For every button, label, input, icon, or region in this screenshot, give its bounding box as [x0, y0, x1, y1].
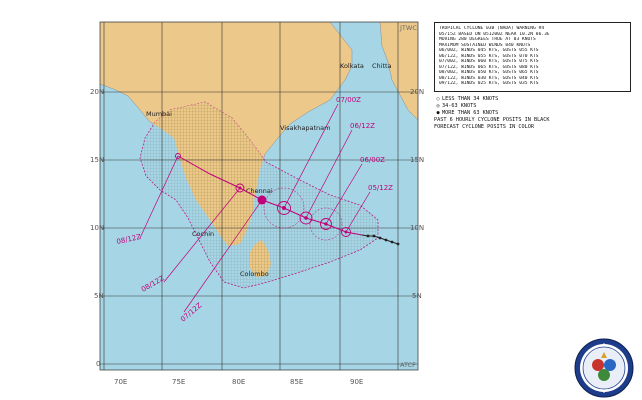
info-line: 07/00Z, WINDS 060 KTS, GUSTS 075 KTS — [439, 59, 539, 64]
forecast-posit — [341, 227, 351, 237]
lon-labels: 70E 75E 80E 85E 90E — [114, 378, 363, 386]
legend-item: ◎ 34-63 KNOTS — [434, 103, 634, 110]
dtg-label: 06/00Z — [360, 156, 385, 164]
warning-info-box: TROPICAL CYCLONE 03B (NADA) WARNING #4 0… — [434, 22, 631, 92]
lat-labels-right: 20N 15N 10N 5N — [410, 88, 424, 300]
map-frame — [99, 21, 419, 371]
lat-label: 10N — [90, 224, 104, 232]
info-line: 05/15Z BASED ON 051200Z NEAR 10.2N 86.3E — [439, 31, 550, 37]
map-grid — [100, 22, 418, 370]
forecast-posit — [175, 153, 181, 159]
jtwc-seal-logo — [574, 338, 634, 398]
place-chitta: Chitta — [372, 62, 392, 70]
lat-label: 10N — [410, 224, 424, 232]
lon-label: 70E — [114, 378, 127, 386]
seal-quadrant-icon — [604, 359, 616, 371]
place-colombo: Colombo — [240, 270, 269, 278]
place-visakhapatnam: Visakhapatnam — [280, 124, 330, 132]
dtg-label: 07/00Z — [336, 96, 361, 104]
place-mumbai: Mumbai — [146, 110, 172, 118]
lon-label: 75E — [172, 378, 185, 386]
legend-item: ● MORE THAN 63 KNOTS — [434, 110, 634, 117]
lat-label: 15N — [90, 156, 104, 164]
past-track — [361, 234, 400, 246]
info-line: 08/12Z, WINDS 030 KTS, GUSTS 040 KTS — [439, 75, 539, 81]
map-legend: ○ LESS THAN 34 KNOTS ◎ 34-63 KNOTS ● MORE T… — [434, 96, 634, 131]
legend-item: FORECAST CYCLONE POSITS IN COLOR — [434, 124, 634, 131]
dtg-label: 06/12Z — [350, 122, 375, 130]
legend-label: 34-63 KNOTS — [442, 103, 477, 109]
place-kolkata: Kolkata — [340, 62, 364, 70]
dtg-label: 05/12Z — [368, 184, 393, 192]
lat-label: 15N — [410, 156, 424, 164]
legend-label: FORECAST CYCLONE POSITS IN COLOR — [434, 124, 534, 130]
corner-bottom-label: ATCF — [400, 361, 416, 369]
info-line: 09/12Z, WINDS 025 KTS, GUSTS 035 KTS — [439, 81, 539, 86]
filled-circle-icon: ● — [436, 110, 440, 116]
land-myanmar — [379, 22, 418, 121]
lat-label: 20N — [90, 88, 104, 96]
info-line: MAXIMUM SUSTAINED WINDS 040 KNOTS — [439, 42, 531, 48]
info-line: 08/00Z, WINDS 050 KTS, GUSTS 065 KTS — [439, 70, 539, 75]
forecast-posit — [299, 211, 313, 225]
legend-label: LESS THAN 34 KNOTS — [442, 96, 499, 102]
lon-label: 80E — [232, 378, 245, 386]
lon-label: 85E — [290, 378, 303, 386]
info-line: 07/12Z, WINDS 065 KTS, GUSTS 080 KTS — [439, 64, 539, 70]
lon-label: 90E — [350, 378, 363, 386]
info-line: MOVING 280 DEGREES TRUE AT 03 KNOTS — [439, 37, 536, 42]
seal-quadrant-icon — [592, 359, 604, 371]
legend-label: MORE THAN 63 KNOTS — [442, 110, 499, 116]
forecast-posit — [235, 183, 245, 193]
dtg-leaders — [139, 103, 371, 313]
info-line: 06/00Z, WINDS 045 KTS, GUSTS 055 KTS — [439, 48, 539, 53]
lat-label: 5N — [94, 292, 104, 300]
legend-item: ○ LESS THAN 34 KNOTS — [434, 96, 634, 103]
lat-label: 5N — [412, 292, 422, 300]
lat-labels-left: 20N 15N 10N 5N 0 — [90, 88, 104, 368]
open-circle-icon: ○ — [436, 96, 440, 102]
lat-label: 0 — [96, 360, 100, 368]
place-chennai: Chennai — [246, 187, 273, 195]
corner-top-label: JTWC — [399, 24, 417, 32]
lat-label: 20N — [410, 88, 424, 96]
info-line: TROPICAL CYCLONE 03B (NADA) WARNING #4 — [439, 26, 545, 31]
info-line: 06/12Z, WINDS 055 KTS, GUSTS 070 KTS — [439, 53, 539, 59]
forecast-posit — [277, 201, 291, 215]
legend-item: PAST 6 HOURLY CYCLONE POSITS IN BLACK — [434, 117, 634, 124]
legend-label: PAST 6 HOURLY CYCLONE POSITS IN BLACK — [434, 117, 550, 123]
ringed-circle-icon: ◎ — [436, 103, 440, 109]
forecast-posit — [320, 218, 332, 230]
seal-quadrant-icon — [598, 369, 610, 381]
